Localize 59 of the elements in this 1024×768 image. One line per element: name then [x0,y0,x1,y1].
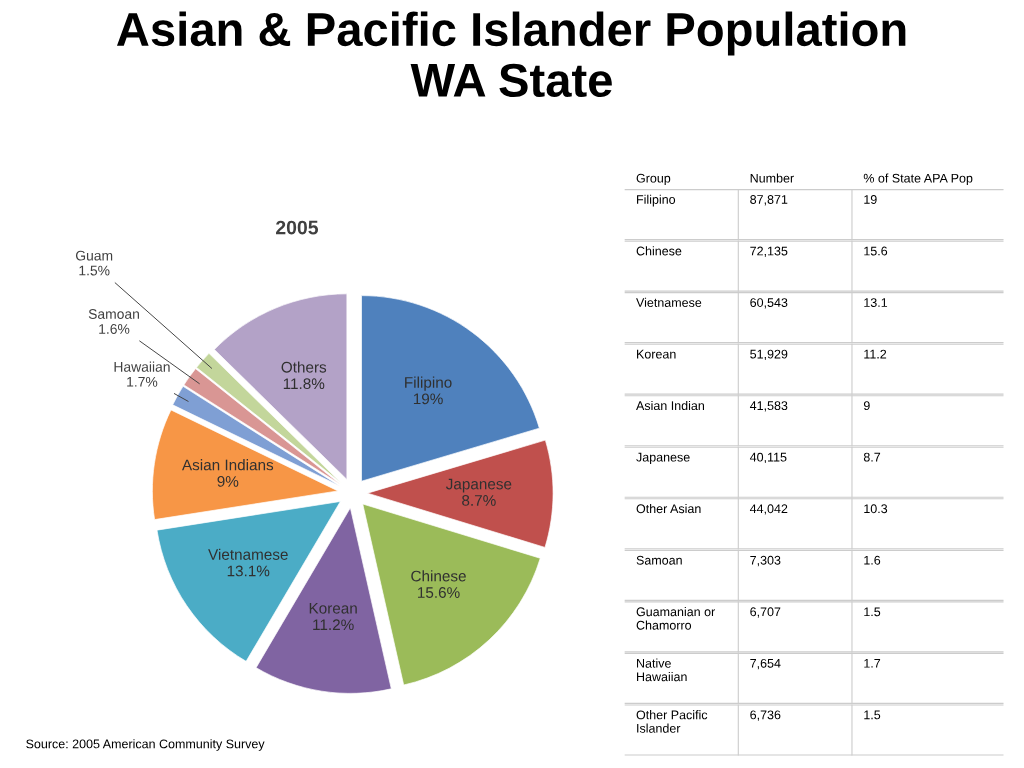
data-label: 11.2% [313,619,354,631]
category-label: Japanese [636,452,690,465]
data-label: 11.8% [283,378,325,390]
slice-label: Guam [75,250,113,261]
category-label: Asian Indian [636,400,704,411]
slice-label: Asian Indians [181,459,274,471]
category-label: Chinese [636,246,682,256]
data-label: 1.5% [79,265,110,276]
data-label: 15.6% [418,587,460,598]
slice-label: Samoan [88,309,139,319]
slice-label: Others [281,361,327,373]
slice-label: Japanese [445,478,512,493]
text: 19 [864,195,877,204]
text: 10.3 [864,504,888,514]
text: 1.6 [864,555,881,565]
category-label: % of State APA Pop [863,173,973,186]
text: 11.2 [864,349,887,359]
slice-label: Filipino [405,376,452,391]
category-label: Filipino [637,194,676,207]
slice-label: Korean [309,603,357,614]
text: 13.1 [864,298,888,307]
text: 1.5 [864,607,881,617]
text: 60,543 [750,298,788,309]
category-label: Other Pacific Islander [636,710,708,733]
chart-title: Asian & Pacific Islander Population WA State [116,11,906,98]
text: 7,654 [750,658,781,670]
category-label: Group [636,173,671,186]
source-note: Source: 2005 American Community Survey [26,739,265,751]
text: 15.6 [864,246,888,256]
category-label: Native Hawaiian [637,658,687,682]
data-label: 8.7% [462,495,496,506]
category-label: Other Asian [636,503,701,514]
category-label: Number [750,173,794,183]
slice-label: Chinese [411,570,466,582]
text: 1.5 [864,710,881,720]
data-label: 1.6% [99,324,130,334]
text: 9 [863,401,870,411]
text: 6,736 [750,710,781,721]
chart-subtitle: 2005 [276,220,319,235]
slice-label: Hawaiian [114,361,170,372]
data-label: 13.1% [227,565,270,577]
data-label: 9% [217,475,239,487]
slice-label: Vietnamese [208,548,288,560]
category-label: Guamanian or Chamorro [636,607,716,630]
text: 8.7 [863,452,881,462]
text: 44,042 [749,504,788,515]
data-label: 1.7% [127,376,158,387]
text: 7,303 [750,555,781,567]
text: 1.7 [864,659,881,668]
text: 40,115 [749,452,787,464]
category-label: Samoan [636,555,682,565]
text: 51,929 [750,349,788,360]
category-label: Korean [637,349,676,359]
text: 72,135 [750,246,788,257]
data-label: 19% [413,393,443,405]
text: 6,707 [750,607,781,618]
text: 87,871 [750,195,788,206]
text: 41,583 [749,401,788,412]
category-label: Vietnamese [636,297,702,307]
